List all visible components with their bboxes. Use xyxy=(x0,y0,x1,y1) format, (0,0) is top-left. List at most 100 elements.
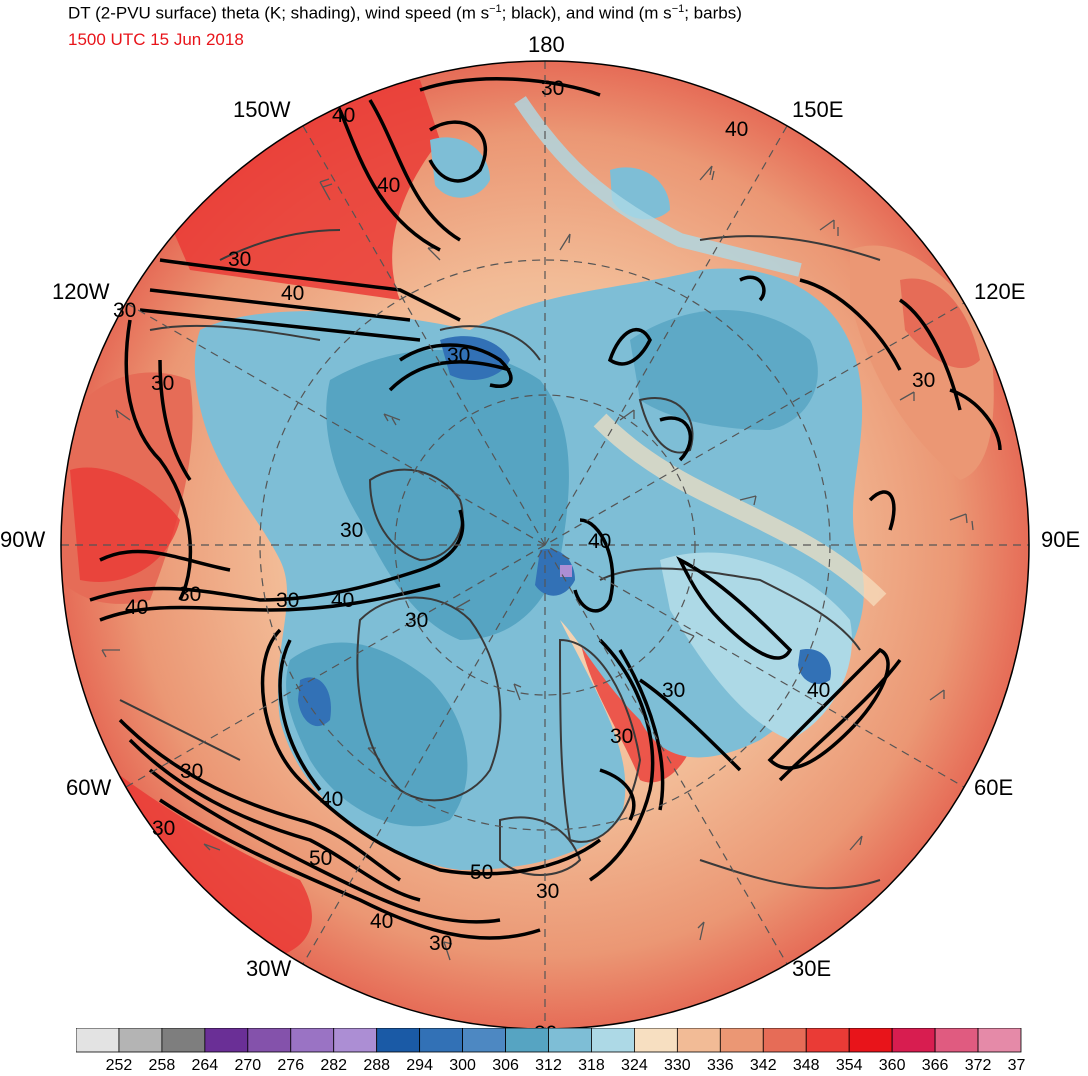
contour-label: 30 xyxy=(447,344,470,367)
colorbar-swatch xyxy=(805,1028,850,1053)
colorbar-swatch xyxy=(505,1028,549,1053)
colorbar-swatch xyxy=(247,1028,292,1053)
colorbar-tick-label: 366 xyxy=(922,1057,949,1072)
contour-label: 50 xyxy=(470,861,493,884)
contour-label: 30 xyxy=(541,77,564,100)
colorbar-tick-label: 330 xyxy=(664,1057,691,1072)
contour-label: 30 xyxy=(429,932,452,955)
colorbar-tick-label: 306 xyxy=(492,1057,519,1072)
contour-label: 30 xyxy=(912,369,935,392)
colorbar-tick-label: 372 xyxy=(965,1057,992,1072)
colorbar-tick-label: 342 xyxy=(750,1057,777,1072)
contour-label: 40 xyxy=(807,679,830,702)
lon-label-60w: 60W xyxy=(66,775,111,800)
colorbar-tick-label: 264 xyxy=(192,1057,219,1072)
theta-shade-dark1 xyxy=(440,336,510,380)
theta-shade-filament2 xyxy=(593,413,887,607)
theta-shade-pacific-cold xyxy=(430,137,490,198)
colorbar-swatch xyxy=(762,1028,807,1053)
theta-shade-arctic-core1 xyxy=(326,350,569,640)
colorbar-tick-label: 270 xyxy=(234,1057,261,1072)
colorbar-swatch xyxy=(118,1028,163,1053)
contour-label: 40 xyxy=(588,530,611,553)
graticule xyxy=(61,61,1029,1029)
colorbar-swatch xyxy=(848,1028,893,1053)
contour-label: 40 xyxy=(320,788,343,811)
colorbar-tick-label: 258 xyxy=(149,1057,176,1072)
contour-label: 40 xyxy=(331,589,354,612)
colorbar-tick-label: 276 xyxy=(277,1057,304,1072)
theta-shade-asia-cold xyxy=(630,310,818,430)
colorbar-swatch xyxy=(161,1028,206,1053)
colorbar-swatch xyxy=(977,1028,1022,1053)
contour-label: 40 xyxy=(332,104,355,127)
lon-label-90w: 90W xyxy=(0,527,45,552)
lon-label-60e: 60E xyxy=(974,775,1013,800)
colorbar-swatch xyxy=(891,1028,936,1053)
colorbar-tick-label: 318 xyxy=(578,1057,605,1072)
contour-label: 30 xyxy=(276,589,299,612)
lon-label-30e: 30E xyxy=(792,956,831,981)
colorbar-tick-label: 360 xyxy=(879,1057,906,1072)
colorbar-swatch xyxy=(548,1028,592,1053)
colorbar-swatch xyxy=(333,1028,378,1053)
colorbar-tick-label: 282 xyxy=(320,1057,347,1072)
lon-label-180: 180 xyxy=(528,32,565,57)
coastlines xyxy=(119,229,881,890)
theta-shade-asia-lobe xyxy=(660,552,852,740)
lon-label-90e: 90E xyxy=(1041,527,1080,552)
contour-label: 30 xyxy=(151,372,174,395)
contour-label: 40 xyxy=(125,596,148,619)
colorbar-swatch xyxy=(634,1028,678,1053)
colorbar: 252 258 264 270 276 282 288 294 300 306 312 318 324 3… xyxy=(76,1028,1026,1072)
lon-label-120e: 120E xyxy=(974,279,1025,304)
theta-shade-spot xyxy=(560,565,572,577)
colorbar-tick-label: 378 xyxy=(1008,1057,1026,1072)
lon-label-120w: 120W xyxy=(52,279,110,304)
theta-shade-ne-asia xyxy=(850,245,994,480)
colorbar-tick-label: 348 xyxy=(793,1057,820,1072)
contour-label: 40 xyxy=(725,118,748,141)
colorbar-tick-label: 294 xyxy=(406,1057,433,1072)
contour-label: 40 xyxy=(377,174,400,197)
colorbar-swatches xyxy=(76,1028,1022,1053)
theta-shade-sw xyxy=(90,760,312,960)
chart-title: DT (2-PVU surface) theta (K; shading), w… xyxy=(68,3,742,23)
wind-speed-contours xyxy=(89,77,1002,940)
colorbar-swatch xyxy=(376,1028,421,1053)
lon-label-150w: 150W xyxy=(233,97,291,122)
colorbar-swatch xyxy=(204,1028,249,1053)
colorbar-tick-label: 324 xyxy=(621,1057,648,1072)
colorbar-swatch xyxy=(591,1028,635,1053)
theta-shade-filament1 xyxy=(514,96,802,277)
colorbar-swatch xyxy=(76,1028,120,1053)
colorbar-tick-label: 354 xyxy=(836,1057,863,1072)
theta-shade-nw-pacific xyxy=(160,80,440,300)
contour-label: 30 xyxy=(180,760,203,783)
colorbar-swatch xyxy=(290,1028,335,1053)
theta-shade-ne-hot xyxy=(900,278,980,369)
colorbar-swatch xyxy=(419,1028,463,1053)
contour-label: 50 xyxy=(309,847,332,870)
colorbar-tick-label: 288 xyxy=(363,1057,390,1072)
colorbar-swatch xyxy=(462,1028,506,1053)
contour-label: 30 xyxy=(340,519,363,542)
colorbar-labels: 252 258 264 270 276 282 288 294 300 306 312 318 324 3… xyxy=(106,1057,1026,1072)
colorbar-tick-label: 336 xyxy=(707,1057,734,1072)
colorbar-swatch xyxy=(934,1028,979,1053)
colorbar-swatch xyxy=(719,1028,764,1053)
colorbar-swatch xyxy=(676,1028,721,1053)
contour-label: 30 xyxy=(405,609,428,632)
contour-label: 30 xyxy=(228,248,251,271)
contour-label: 40 xyxy=(370,910,393,933)
contour-label: 30 xyxy=(610,725,633,748)
contour-label: 30 xyxy=(152,817,175,840)
colorbar-tick-label: 300 xyxy=(449,1057,476,1072)
contour-label: 30 xyxy=(536,880,559,903)
valid-time: 1500 UTC 15 Jun 2018 xyxy=(68,30,244,49)
lon-label-150e: 150E xyxy=(792,97,843,122)
colorbar-tick-label: 252 xyxy=(106,1057,133,1072)
contour-label: 30 xyxy=(113,299,136,322)
